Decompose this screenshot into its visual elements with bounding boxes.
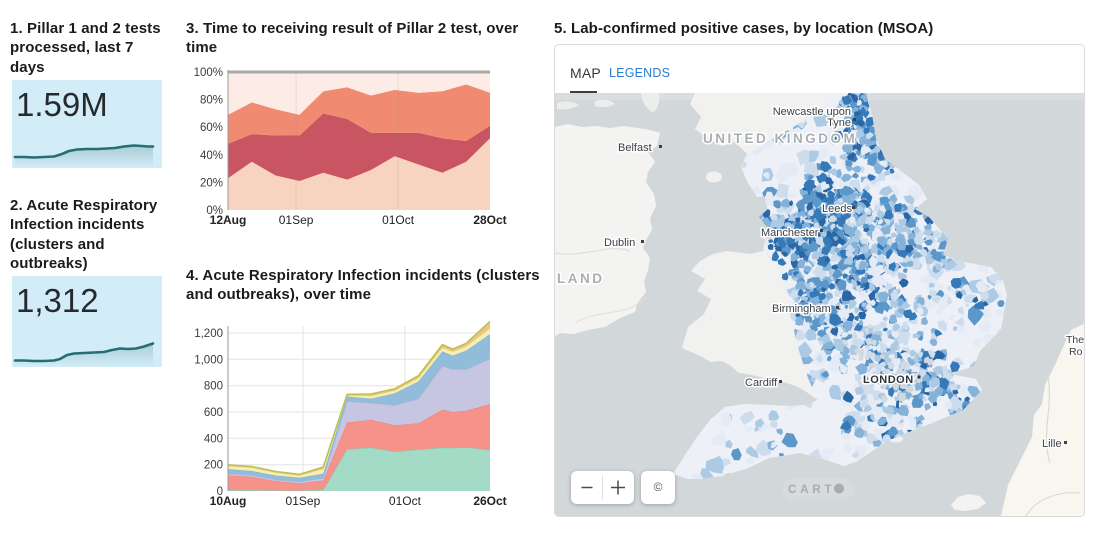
svg-text:R: R: [812, 484, 821, 496]
svg-text:40%: 40%: [200, 150, 223, 162]
svg-text:A: A: [800, 484, 808, 496]
svg-text:80%: 80%: [200, 95, 223, 107]
svg-text:Tyne: Tyne: [827, 117, 851, 129]
svg-text:0%: 0%: [206, 205, 223, 217]
svg-text:1,200: 1,200: [194, 328, 223, 340]
svg-text:Cardiff: Cardiff: [745, 377, 778, 389]
svg-text:400: 400: [204, 433, 223, 445]
svg-text:Newcastle upon: Newcastle upon: [773, 106, 851, 118]
svg-text:T: T: [825, 484, 832, 496]
svg-text:The: The: [1066, 334, 1084, 346]
svg-text:Manchester: Manchester: [761, 227, 819, 239]
svg-text:10Aug: 10Aug: [210, 494, 247, 508]
svg-text:LAND: LAND: [557, 271, 605, 286]
svg-text:12Aug: 12Aug: [210, 213, 247, 227]
svg-text:20%: 20%: [200, 177, 223, 189]
svg-text:1,000: 1,000: [194, 354, 223, 366]
svg-text:01Oct: 01Oct: [382, 213, 415, 227]
svg-text:Ro: Ro: [1069, 346, 1083, 358]
svg-text:Belfast: Belfast: [618, 142, 652, 154]
svg-text:200: 200: [204, 460, 223, 472]
svg-text:C: C: [788, 484, 796, 496]
svg-text:800: 800: [204, 381, 223, 393]
svg-text:60%: 60%: [200, 122, 223, 134]
svg-text:LONDON: LONDON: [863, 374, 914, 386]
svg-text:01Sep: 01Sep: [279, 213, 314, 227]
svg-text:Lille: Lille: [1042, 438, 1062, 450]
svg-text:Dublin: Dublin: [604, 237, 635, 249]
svg-text:100%: 100%: [194, 67, 223, 79]
svg-text:600: 600: [204, 407, 223, 419]
svg-text:28Oct: 28Oct: [473, 213, 506, 227]
svg-text:0: 0: [217, 486, 223, 498]
svg-text:26Oct: 26Oct: [473, 494, 506, 508]
svg-text:UNITED KINGDOM: UNITED KINGDOM: [703, 131, 857, 146]
svg-text:01Oct: 01Oct: [389, 494, 422, 508]
svg-text:Leeds: Leeds: [822, 203, 852, 215]
svg-text:01Sep: 01Sep: [286, 494, 321, 508]
svg-text:Birmingham: Birmingham: [772, 303, 831, 315]
